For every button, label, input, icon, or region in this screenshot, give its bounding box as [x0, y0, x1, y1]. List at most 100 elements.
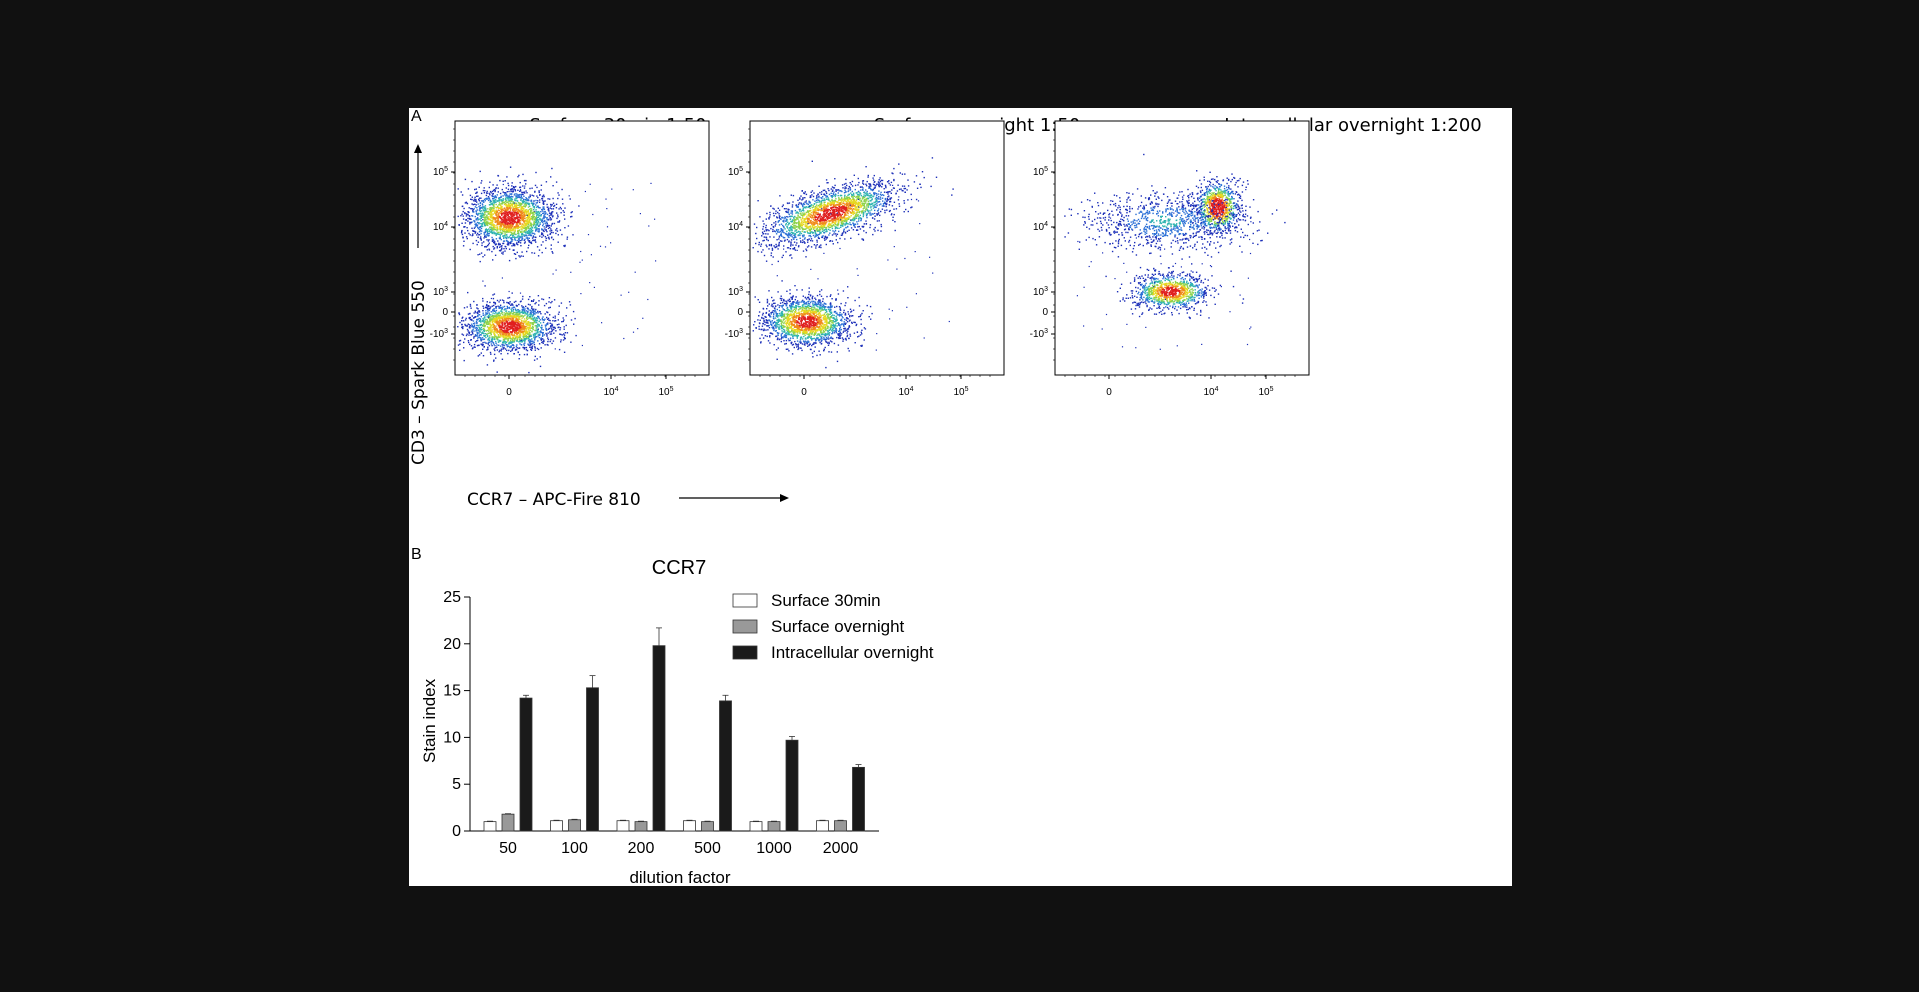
event-dot [498, 242, 500, 245]
event-dot [469, 305, 472, 307]
event-dot [491, 344, 493, 347]
event-dot [549, 226, 551, 229]
event-dot [511, 233, 513, 235]
event-dot [542, 221, 544, 223]
event-dot [501, 228, 503, 231]
event-dot [519, 213, 521, 215]
event-dot [531, 309, 534, 311]
event-dot [490, 325, 492, 328]
event-dot [464, 324, 467, 327]
event-dot [523, 187, 526, 189]
event-dot [525, 224, 527, 227]
event-dot [532, 317, 534, 320]
event-dot [516, 336, 519, 339]
event-dot [507, 328, 509, 331]
event-dot [487, 338, 489, 340]
event-dot [502, 240, 505, 242]
event-dot [534, 239, 536, 242]
event-dot [532, 333, 535, 336]
event-dot [544, 200, 546, 202]
event-dot [525, 209, 527, 211]
event-dot [488, 339, 491, 341]
event-dot [506, 301, 508, 304]
event-dot [508, 190, 510, 193]
event-dot [492, 312, 494, 314]
event-dot [503, 201, 506, 204]
event-dot [492, 297, 495, 300]
event-dot [536, 186, 538, 189]
event-dot [524, 212, 526, 214]
event-dot [525, 197, 527, 199]
event-dot [907, 210, 909, 213]
event-dot [503, 319, 506, 321]
event-dot [877, 183, 879, 185]
event-dot [477, 308, 479, 310]
event-dot [507, 329, 509, 331]
event-dot [474, 340, 477, 343]
event-dot [521, 237, 524, 240]
event-dot [911, 206, 913, 208]
event-dot [554, 348, 556, 350]
event-dot [507, 184, 510, 187]
event-dot [541, 317, 543, 320]
event-dot [489, 207, 491, 209]
arrow-right-icon [780, 494, 789, 502]
event-dot [508, 227, 510, 229]
event-dot [495, 187, 497, 190]
event-dot [520, 324, 522, 326]
event-dot [532, 319, 534, 321]
event-dot [800, 241, 802, 243]
event-dot [518, 213, 521, 216]
event-dot [502, 199, 504, 201]
event-dot [528, 214, 530, 216]
event-dot [782, 224, 784, 227]
event-dot [537, 348, 540, 351]
event-dot [524, 223, 526, 225]
event-dot [525, 332, 527, 334]
event-dot [881, 194, 884, 196]
event-dot [832, 218, 834, 220]
event-dot [506, 223, 508, 225]
event-dot [499, 328, 501, 331]
event-dot [524, 320, 526, 322]
event-dot [492, 227, 494, 229]
event-dot [480, 239, 482, 241]
event-dot [777, 220, 780, 222]
event-dot [500, 198, 502, 201]
event-dot [511, 339, 513, 341]
event-dot [508, 342, 510, 344]
event-dot [549, 326, 552, 328]
event-dot [543, 340, 545, 343]
event-dot [515, 224, 518, 226]
event-dot [540, 331, 542, 334]
event-dot [492, 202, 494, 204]
event-dot [513, 243, 516, 246]
event-dot [500, 309, 503, 311]
event-dot [564, 332, 567, 334]
event-dot [821, 236, 823, 238]
event-dot [542, 233, 544, 235]
event-dot [521, 207, 524, 209]
event-dot [867, 205, 869, 207]
event-dot [482, 325, 484, 327]
event-dot [799, 237, 801, 239]
event-dot [519, 220, 522, 222]
event-dot [509, 199, 511, 201]
event-dot [471, 329, 473, 332]
event-dot [466, 333, 468, 335]
event-dot [481, 323, 483, 326]
event-dot [523, 231, 525, 233]
event-dot [522, 199, 525, 201]
event-dot [557, 197, 559, 200]
event-dot [463, 307, 466, 309]
event-dot [850, 237, 852, 239]
event-dot [504, 233, 506, 235]
event-dot [544, 220, 546, 223]
event-dot [483, 220, 485, 222]
event-dot [531, 216, 533, 218]
event-dot [565, 315, 567, 317]
event-dot [542, 321, 545, 324]
event-dot [471, 215, 473, 217]
event-dot [525, 231, 527, 233]
event-dot [473, 343, 476, 346]
